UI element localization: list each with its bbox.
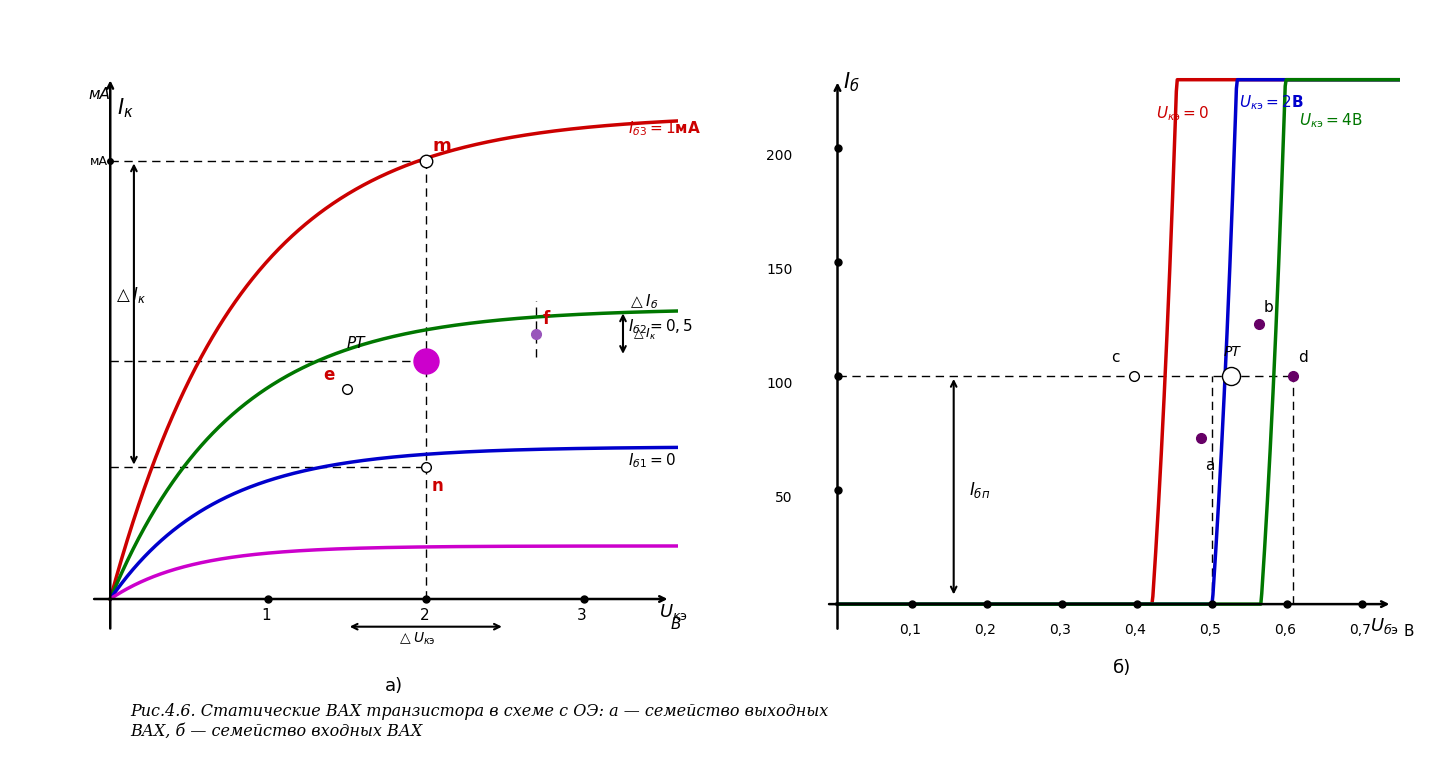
Text: a: a <box>1205 458 1214 473</box>
Text: 1: 1 <box>261 608 271 623</box>
Text: b: b <box>1264 301 1274 315</box>
Text: m: m <box>431 137 450 156</box>
Text: $U_{б\mathsf{э}}$: $U_{б\mathsf{э}}$ <box>1369 616 1398 637</box>
Text: $\triangle U_{\kappa\mathsf{э}}$: $\triangle U_{\kappa\mathsf{э}}$ <box>397 631 436 647</box>
Text: n: n <box>431 477 444 495</box>
Text: $U_{\kappa\mathsf{э}}=2$В: $U_{\kappa\mathsf{э}}=2$В <box>1238 93 1303 112</box>
Text: f: f <box>543 310 550 329</box>
Text: $U_{\kappa\mathsf{э}}$: $U_{\kappa\mathsf{э}}$ <box>659 603 688 622</box>
Text: $\triangle I_\kappa$: $\triangle I_\kappa$ <box>631 327 657 342</box>
Text: 0,7: 0,7 <box>1349 622 1371 637</box>
Text: В: В <box>671 617 681 632</box>
Text: Рис.4.6. Статические ВАХ транзистора в схеме с ОЭ: а — семейство выходных
ВАХ, б: Рис.4.6. Статические ВАХ транзистора в с… <box>130 704 828 740</box>
Text: РТ: РТ <box>346 335 365 351</box>
Text: $I_{бп}$: $I_{бп}$ <box>968 480 990 499</box>
Text: 0,5: 0,5 <box>1199 622 1221 637</box>
Text: 3: 3 <box>577 608 587 623</box>
Text: 0,4: 0,4 <box>1124 622 1146 637</box>
Text: 100: 100 <box>766 376 792 391</box>
Text: 0,3: 0,3 <box>1049 622 1071 637</box>
Text: 150: 150 <box>766 263 792 276</box>
Text: c: c <box>1111 351 1120 365</box>
Text: мА: мА <box>89 156 108 168</box>
Text: В: В <box>1404 624 1414 639</box>
Text: $I_\kappa$: $I_\kappa$ <box>117 96 133 120</box>
Text: d: d <box>1297 351 1307 365</box>
Text: e: e <box>323 366 335 384</box>
Text: РТ: РТ <box>1224 345 1241 358</box>
Text: а): а) <box>385 677 403 695</box>
Text: 50: 50 <box>775 490 792 505</box>
Text: $U_{\kappa\mathsf{э}} = 0$: $U_{\kappa\mathsf{э}} = 0$ <box>1156 105 1209 123</box>
Text: 0,2: 0,2 <box>974 622 996 637</box>
Text: $\triangle I_\kappa$: $\triangle I_\kappa$ <box>114 285 146 305</box>
Text: б): б) <box>1113 659 1131 676</box>
Text: $I_{б3} = 1$мА: $I_{б3} = 1$мА <box>628 119 701 137</box>
Text: 200: 200 <box>766 149 792 162</box>
Text: 0,1: 0,1 <box>899 622 921 637</box>
Text: $\triangle I_б$: $\triangle I_б$ <box>628 292 658 310</box>
Text: $I_{б2} = 0,5$: $I_{б2} = 0,5$ <box>628 317 693 336</box>
Text: $I_{б1} = 0$: $I_{б1} = 0$ <box>628 451 675 470</box>
Text: 2: 2 <box>420 608 429 623</box>
Text: $U_{\kappa\mathsf{э}}=4$В: $U_{\kappa\mathsf{э}}=4$В <box>1299 112 1362 130</box>
Text: $I_б$: $I_б$ <box>844 71 860 94</box>
Text: мА: мА <box>88 87 110 102</box>
Text: 0,6: 0,6 <box>1274 622 1296 637</box>
